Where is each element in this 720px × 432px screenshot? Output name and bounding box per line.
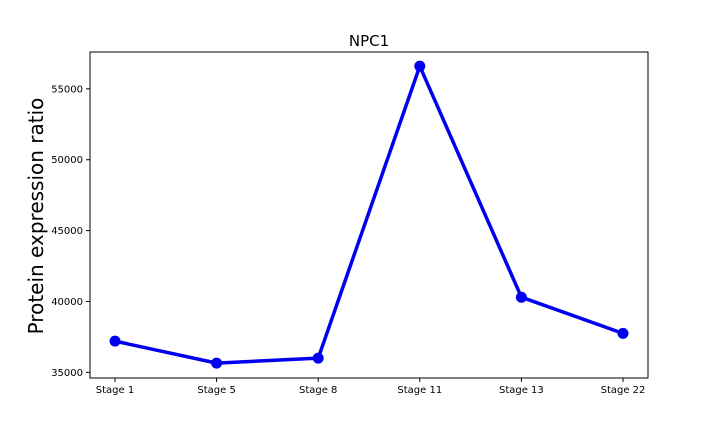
data-point [515, 291, 527, 303]
x-tick-label: Stage 5 [197, 385, 235, 396]
y-tick-label: 45000 [51, 226, 83, 237]
x-axis-ticks: Stage 1 Stage 5 Stage 8 Stage 11 Stage 13 Sta… [96, 378, 646, 396]
y-tick-label: 35000 [51, 368, 83, 379]
x-tick-label: Stage 11 [397, 385, 442, 396]
chart-title: NPC1 [349, 32, 389, 50]
y-tick-label: 50000 [51, 155, 83, 166]
x-tick-label: Stage 1 [96, 385, 134, 396]
data-point [312, 352, 324, 364]
y-tick-label: 55000 [51, 84, 83, 95]
x-tick-label: Stage 8 [299, 385, 337, 396]
x-tick-label: Stage 22 [601, 385, 646, 396]
data-point [414, 60, 426, 72]
y-tick-label: 40000 [51, 297, 83, 308]
y-axis-ticks: 35000 40000 45000 50000 55000 [51, 84, 90, 379]
data-point [211, 357, 223, 369]
x-tick-label: Stage 13 [499, 385, 544, 396]
data-point [109, 335, 121, 347]
series-layer [109, 60, 629, 369]
y-axis-label: Protein expression ratio [24, 98, 48, 335]
data-point [617, 327, 629, 339]
series-line [113, 64, 625, 365]
